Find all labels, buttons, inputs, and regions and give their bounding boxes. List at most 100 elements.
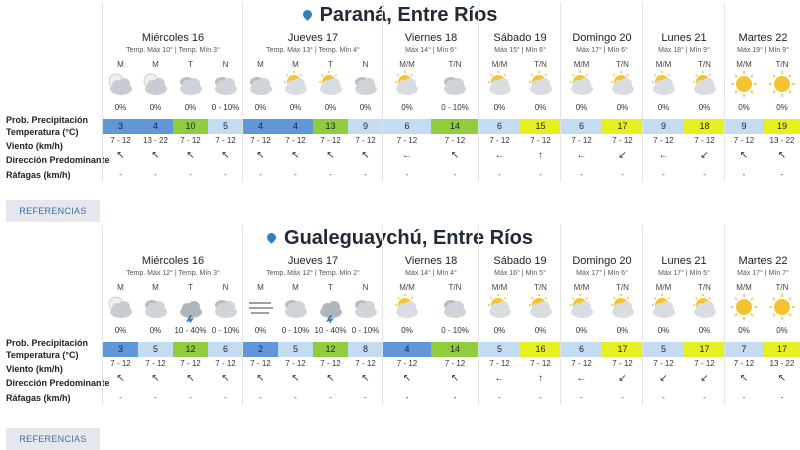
location-title: Paraná, Entre Ríos bbox=[0, 2, 800, 28]
day-temps: Máx 17° | Mín 6° bbox=[576, 47, 628, 54]
wind-value: 7 - 12 bbox=[733, 359, 755, 368]
temp-cell: 3 bbox=[103, 342, 138, 357]
period-label: M/M bbox=[736, 60, 752, 69]
forecast-period: T 10 - 40% 12 7 - 12 ↖ - bbox=[313, 225, 348, 405]
day-temps: Temp. Máx 13° | Temp. Mín 4° bbox=[266, 47, 360, 54]
day-name: Domingo 20 bbox=[572, 255, 632, 267]
cloudy-icon bbox=[210, 70, 242, 105]
forecast-period: M/M 0% 6 7 - 12 ← - bbox=[561, 2, 602, 182]
precip-value: 0% bbox=[254, 326, 267, 335]
forecast-period: T/N 0% 17 7 - 12 ↙ - bbox=[602, 2, 643, 182]
forecast-period: T/N 0% 17 13 - 22 ↖ - bbox=[763, 225, 800, 405]
wind-value: 7 - 12 bbox=[250, 136, 271, 145]
wind-direction-icon: ← bbox=[576, 150, 587, 161]
gust-value: - bbox=[364, 170, 367, 179]
partly-sunny-icon bbox=[566, 70, 598, 105]
temp-cell: 17 bbox=[684, 342, 725, 357]
temp-cell: 12 bbox=[173, 342, 208, 357]
gust-value: - bbox=[662, 393, 665, 402]
precip-value: 10 - 40% bbox=[174, 326, 207, 335]
precip-value: 0 - 10% bbox=[441, 326, 469, 335]
precip-value: 0 - 10% bbox=[351, 326, 380, 335]
wind-value: 7 - 12 bbox=[694, 136, 715, 145]
gust-value: - bbox=[119, 170, 122, 179]
wind-direction-icon: ↖ bbox=[450, 150, 460, 161]
day-column: Domingo 20 Máx 17° | Mín 6° M/M 0% 6 7 - 12 ← -… bbox=[560, 2, 643, 182]
day-column: Miércoles 16 Temp. Máx 10° | Temp. Mín 3°… bbox=[102, 2, 243, 182]
wind-value: 7 - 12 bbox=[612, 136, 633, 145]
forecast-period: N 0 - 10% 8 7 - 12 ↖ - bbox=[348, 225, 383, 405]
period-label: T/N bbox=[775, 60, 789, 69]
forecast-period: T 0% 13 7 - 12 ↖ - bbox=[313, 2, 348, 182]
gust-value: - bbox=[742, 170, 746, 179]
period-label: M bbox=[152, 283, 159, 292]
forecast-period: N 0% 9 7 - 12 ↖ - bbox=[348, 2, 383, 182]
temp-cell: 4 bbox=[383, 342, 431, 357]
gust-value: - bbox=[329, 170, 332, 179]
row-label: Viento (km/h) bbox=[6, 141, 63, 151]
forecast-period: T/N 0% 17 7 - 12 ↙ - bbox=[684, 225, 725, 405]
day-name: Sábado 19 bbox=[493, 32, 547, 44]
wind-direction-icon: ↙ bbox=[659, 373, 668, 384]
referencias-button[interactable]: REFERENCIAS bbox=[6, 200, 100, 222]
partly-sunny-icon bbox=[689, 70, 721, 105]
wind-direction-icon: ↖ bbox=[221, 373, 230, 384]
precip-value: 0% bbox=[738, 103, 750, 112]
day-name: Jueves 17 bbox=[287, 32, 339, 44]
day-column: Miércoles 16 Temp. Máx 12° | Temp. Mín 3°… bbox=[102, 225, 243, 405]
precip-value: 0% bbox=[534, 103, 547, 112]
wind-value: 7 - 12 bbox=[444, 359, 466, 368]
wind-direction-icon: ↖ bbox=[256, 373, 265, 384]
wind-direction-icon: ← bbox=[658, 150, 669, 161]
gust-value: - bbox=[453, 170, 457, 179]
cloudy-icon bbox=[175, 70, 207, 105]
forecast-period: M 0% 4 13 - 22 ↖ - bbox=[138, 2, 173, 182]
period-label: M/M bbox=[399, 283, 415, 292]
period-label: T/N bbox=[698, 283, 711, 292]
gust-value: - bbox=[703, 393, 706, 402]
wind-direction-icon: ↖ bbox=[291, 373, 300, 384]
period-label: M/M bbox=[399, 60, 415, 69]
day-column: Sábado 19 Máx 15° | Mín 6° M/M 0% 6 7 - 12 ← - T… bbox=[478, 2, 561, 182]
temp-cell: 8 bbox=[348, 342, 383, 357]
referencias-button[interactable]: REFERENCIAS bbox=[6, 428, 100, 450]
partly-sunny-icon bbox=[484, 70, 516, 105]
temp-cell: 5 bbox=[479, 342, 520, 357]
gust-value: - bbox=[405, 170, 409, 179]
forecast-period: M/M 0% 5 7 - 12 ↙ - bbox=[643, 225, 684, 405]
gust-value: - bbox=[405, 393, 409, 402]
forecast-period: M/M 0% 7 7 - 12 ↖ - bbox=[725, 225, 763, 405]
cloudy-icon bbox=[350, 70, 382, 105]
day-column: Martes 22 Máx 19° | Mín 9° M/M 0% 9 7 - 12 ↖ - T… bbox=[724, 2, 800, 182]
day-temps: Máx 17° | Mín 7° bbox=[737, 270, 789, 277]
period-label: T bbox=[188, 60, 193, 69]
precip-value: 0% bbox=[289, 103, 302, 112]
gust-value: - bbox=[119, 393, 122, 402]
gust-value: - bbox=[364, 393, 367, 402]
forecast-period: M/M 0% 9 7 - 12 ← - bbox=[643, 2, 684, 182]
temp-cell: 5 bbox=[643, 342, 684, 357]
temp-cell: 9 bbox=[725, 119, 763, 134]
gust-value: - bbox=[498, 393, 501, 402]
temp-cell: 7 bbox=[725, 342, 763, 357]
wind-direction-icon: ↖ bbox=[450, 373, 460, 384]
cloud-sun-icon bbox=[105, 293, 137, 328]
cloudy-icon bbox=[439, 70, 471, 105]
forecast-period: N 0 - 10% 5 7 - 12 ↖ - bbox=[208, 2, 243, 182]
wind-value: 7 - 12 bbox=[145, 359, 166, 368]
wind-value: 7 - 12 bbox=[110, 359, 131, 368]
precip-value: 0% bbox=[324, 103, 337, 112]
wind-value: 7 - 12 bbox=[250, 359, 271, 368]
gust-value: - bbox=[294, 393, 297, 402]
wind-value: 7 - 12 bbox=[355, 136, 376, 145]
period-label: T/N bbox=[534, 283, 547, 292]
wind-value: 7 - 12 bbox=[320, 359, 341, 368]
forecast-period: T/N 0 - 10% 14 7 - 12 ↖ - bbox=[431, 225, 479, 405]
temp-cell: 12 bbox=[313, 342, 348, 357]
wind-direction-icon: ← bbox=[494, 373, 505, 384]
precip-value: 0% bbox=[114, 326, 127, 335]
forecast-period: M 0 - 10% 5 7 - 12 ↖ - bbox=[278, 225, 313, 405]
period-label: M/M bbox=[491, 60, 508, 69]
wind-direction-icon: ↖ bbox=[151, 373, 160, 384]
temp-cell: 6 bbox=[383, 119, 431, 134]
